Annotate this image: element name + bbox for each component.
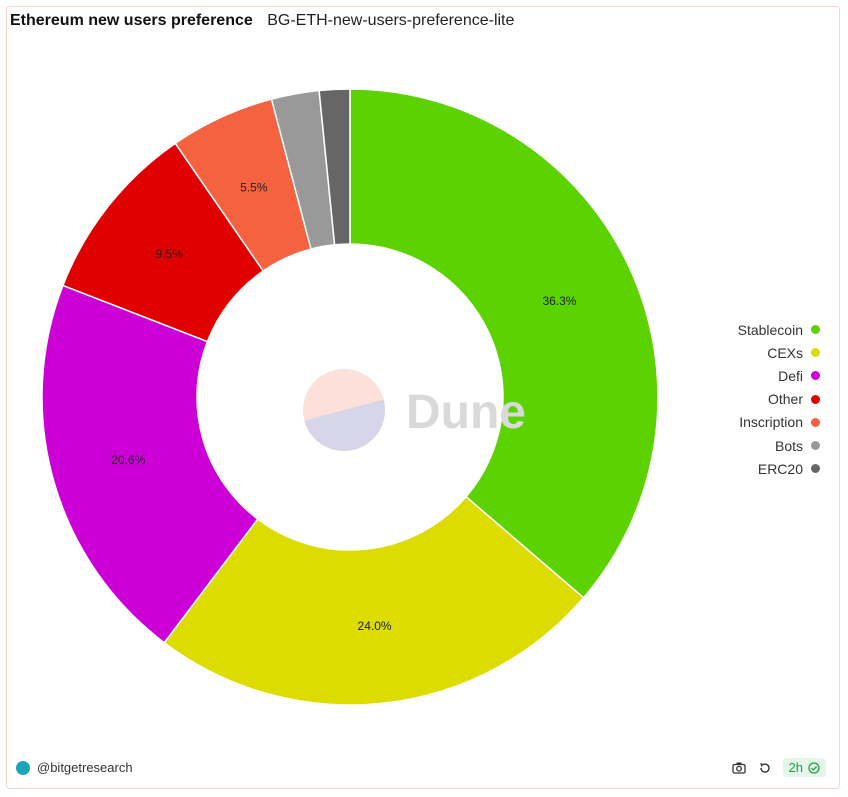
legend-item-bots[interactable]: Bots [738, 434, 820, 457]
legend-label: Inscription [739, 414, 803, 431]
legend-label: Defi [778, 367, 803, 384]
slice-label-cexs: 24.0% [358, 619, 392, 633]
legend-label: ERC20 [757, 460, 803, 477]
query-name[interactable]: BG-ETH-new-users-preference-lite [267, 12, 515, 29]
legend-dot-icon [811, 417, 820, 427]
slice-stablecoin[interactable] [349, 88, 659, 599]
refresh-icon[interactable] [757, 760, 773, 776]
legend-label: Bots [774, 437, 803, 454]
chart-legend: Stablecoin CEXs Defi Other Inscription Bots ER… [738, 318, 820, 480]
legend-item-stablecoin[interactable]: Stablecoin [738, 318, 820, 341]
dune-logo-icon: Dune [303, 369, 526, 452]
chart-title: Ethereum new users preference [10, 12, 253, 29]
slice-label-inscription: 5.5% [240, 181, 268, 195]
legend-dot-icon [811, 348, 820, 358]
slice-label-other: 9.5% [156, 247, 184, 261]
slice-cexs[interactable] [163, 495, 585, 706]
legend-item-cexs[interactable]: CEXs [738, 341, 820, 364]
slice-label-defi: 20.6% [111, 453, 145, 467]
camera-icon[interactable] [731, 760, 747, 776]
legend-item-other[interactable]: Other [738, 388, 820, 411]
check-circle-icon [808, 761, 820, 774]
slice-defi[interactable] [41, 284, 259, 644]
slice-label-stablecoin: 36.3% [542, 294, 576, 308]
legend-dot-icon [811, 394, 820, 404]
legend-dot-icon [811, 371, 820, 381]
footer-actions: 2h [721, 758, 826, 777]
legend-dot-icon [811, 464, 820, 474]
slice-erc20[interactable] [318, 88, 351, 246]
legend-label: Other [767, 391, 803, 408]
legend-label: CEXs [767, 344, 803, 361]
legend-dot-icon [811, 325, 820, 335]
legend-dot-icon [811, 441, 820, 451]
avatar [16, 760, 30, 775]
chart-header: Ethereum new users preference BG-ETH-new… [10, 12, 514, 30]
refresh-age: 2h [788, 760, 803, 775]
author-name: @bitgetresearch [37, 760, 133, 775]
refresh-status-badge[interactable]: 2h [782, 758, 826, 777]
legend-label: Stablecoin [737, 321, 803, 338]
legend-item-inscription[interactable]: Inscription [738, 411, 820, 434]
dune-logo-bottom-icon [304, 399, 385, 452]
legend-item-defi[interactable]: Defi [738, 364, 820, 387]
legend-item-erc20[interactable]: ERC20 [738, 457, 820, 480]
author-tag[interactable]: @bitgetresearch [16, 760, 133, 775]
watermark-text: Dune [406, 386, 526, 439]
